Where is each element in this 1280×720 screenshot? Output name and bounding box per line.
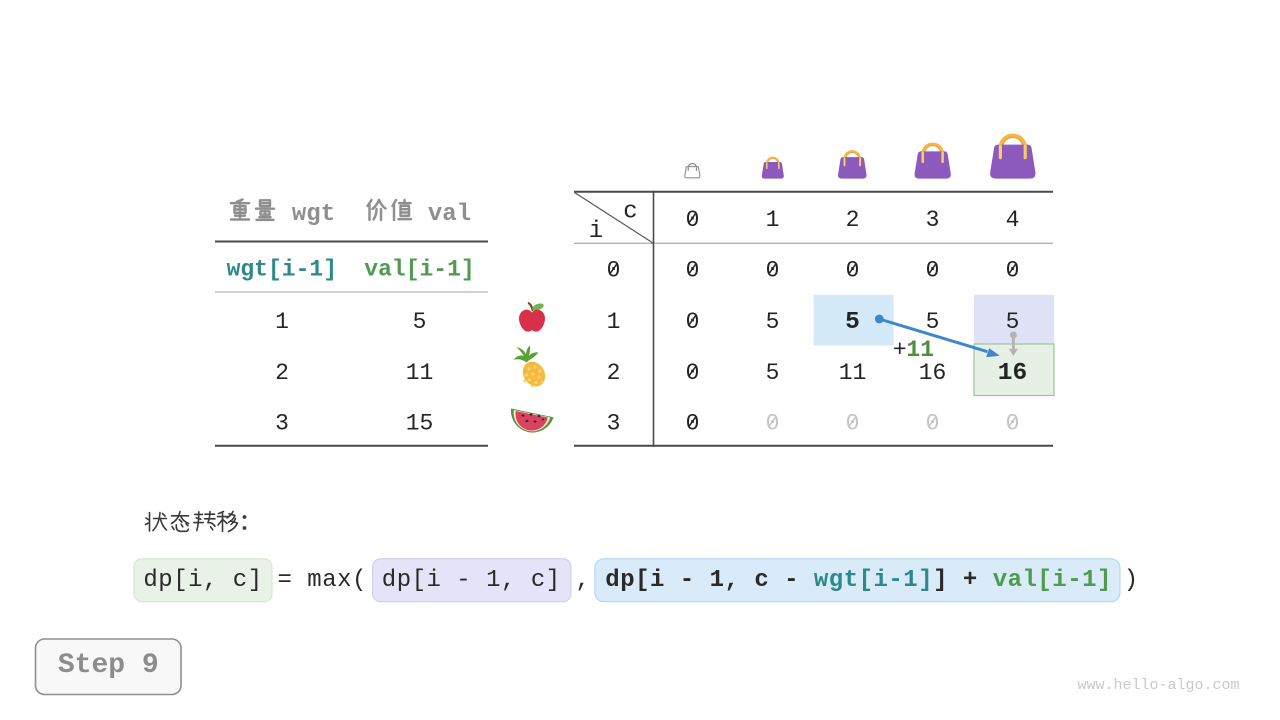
svg-text:5: 5 (413, 309, 427, 335)
svg-text:): ) (1124, 567, 1139, 594)
svg-text:16: 16 (998, 360, 1027, 387)
svg-text:2: 2 (607, 360, 621, 386)
svg-text:0: 0 (766, 410, 780, 436)
svg-text:0: 0 (926, 410, 940, 436)
svg-text:5: 5 (1006, 309, 1020, 335)
svg-text:5: 5 (766, 360, 780, 386)
svg-text:Step 9: Step 9 (58, 650, 159, 681)
svg-text:0: 0 (686, 360, 700, 386)
svg-text:1: 1 (766, 207, 780, 233)
svg-text:4: 4 (1006, 207, 1020, 233)
svg-text:0: 0 (686, 207, 700, 233)
svg-text:0: 0 (1006, 258, 1020, 284)
svg-text:2: 2 (846, 207, 860, 233)
svg-text:0: 0 (686, 309, 700, 335)
svg-text:val: val (428, 201, 471, 228)
svg-text:5: 5 (766, 309, 780, 335)
svg-text:5: 5 (926, 309, 940, 335)
svg-text:] +: ] + (933, 567, 993, 594)
svg-text:0: 0 (766, 258, 780, 284)
svg-text:+: + (893, 337, 907, 363)
svg-text:0: 0 (1006, 410, 1020, 436)
svg-text:i: i (589, 218, 603, 245)
svg-text:dp[i, c]: dp[i, c] (143, 567, 262, 594)
svg-text:,: , (576, 567, 591, 594)
svg-text:11: 11 (839, 360, 867, 386)
svg-text:wgt: wgt (292, 201, 335, 228)
svg-text:c: c (623, 199, 637, 226)
svg-text:dp[i - 1, c -: dp[i - 1, c - (605, 567, 814, 594)
svg-text:3: 3 (926, 207, 940, 233)
svg-text:www.hello-algo.com: www.hello-algo.com (1078, 677, 1240, 694)
svg-text:1: 1 (607, 309, 621, 335)
svg-text:wgt[i-1]: wgt[i-1] (814, 567, 933, 594)
svg-text:3: 3 (607, 410, 621, 436)
svg-text:0: 0 (607, 258, 621, 284)
svg-text:2: 2 (275, 360, 289, 386)
svg-text:0: 0 (686, 258, 700, 284)
svg-text:5: 5 (845, 309, 860, 336)
svg-text:15: 15 (406, 410, 434, 436)
svg-text:11: 11 (406, 360, 434, 386)
svg-text:dp[i - 1, c]: dp[i - 1, c] (382, 567, 561, 594)
svg-text:0: 0 (926, 258, 940, 284)
svg-text:1: 1 (275, 309, 289, 335)
svg-text:0: 0 (846, 258, 860, 284)
svg-text:0: 0 (846, 410, 860, 436)
svg-text:val[i-1]: val[i-1] (364, 256, 474, 282)
svg-text:val[i-1]: val[i-1] (993, 567, 1112, 594)
svg-text:11: 11 (906, 337, 934, 363)
svg-text:3: 3 (275, 410, 289, 436)
svg-text:0: 0 (686, 410, 700, 436)
svg-text:wgt[i-1]: wgt[i-1] (227, 256, 337, 282)
svg-text:= max(: = max( (278, 567, 367, 594)
svg-text:16: 16 (919, 360, 947, 386)
